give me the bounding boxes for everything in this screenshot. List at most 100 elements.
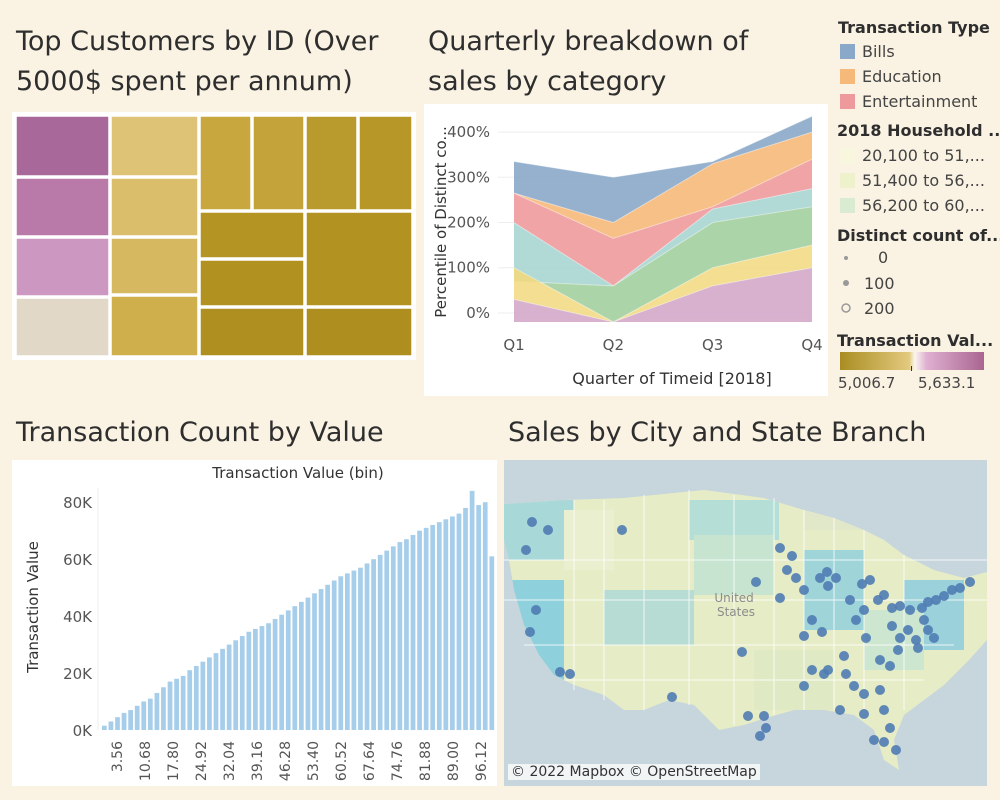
- map-branch-marker[interactable]: [807, 665, 817, 675]
- map-branch-marker[interactable]: [859, 605, 869, 615]
- treemap-cell[interactable]: [305, 115, 358, 211]
- treemap-cell[interactable]: [110, 295, 199, 357]
- bar[interactable]: [147, 698, 153, 730]
- map-branch-marker[interactable]: [841, 669, 851, 679]
- map-branch-marker[interactable]: [875, 655, 885, 665]
- map-branch-marker[interactable]: [831, 573, 841, 583]
- map-branch-marker[interactable]: [775, 543, 785, 553]
- map-branch-marker[interactable]: [751, 577, 761, 587]
- bar[interactable]: [377, 554, 383, 730]
- bar[interactable]: [390, 546, 396, 730]
- treemap-cell[interactable]: [199, 115, 252, 211]
- map-branch-marker[interactable]: [955, 583, 965, 593]
- legend-item-household-1[interactable]: 20,100 to 51,...: [862, 146, 985, 165]
- treemap-cell[interactable]: [110, 237, 199, 295]
- map-branch-marker[interactable]: [895, 633, 905, 643]
- map-branch-marker[interactable]: [835, 705, 845, 715]
- bar[interactable]: [180, 675, 186, 730]
- bar[interactable]: [226, 644, 232, 730]
- map-branch-marker[interactable]: [849, 681, 859, 691]
- bar[interactable]: [325, 584, 330, 730]
- map-branch-marker[interactable]: [929, 633, 939, 643]
- bar[interactable]: [476, 505, 482, 730]
- map-branch-marker[interactable]: [775, 593, 785, 603]
- map-branch-marker[interactable]: [667, 692, 677, 702]
- treemap-cell[interactable]: [199, 307, 305, 357]
- area-series-layer[interactable]: [514, 267, 812, 322]
- bar[interactable]: [371, 559, 376, 730]
- map-branch-marker[interactable]: [879, 590, 889, 600]
- treemap-cell[interactable]: [252, 115, 305, 211]
- map-branch-marker[interactable]: [923, 597, 933, 607]
- map-branch-markers[interactable]: [521, 517, 975, 755]
- map-branch-marker[interactable]: [965, 577, 975, 587]
- map-branch-marker[interactable]: [555, 667, 565, 677]
- map-branch-marker[interactable]: [869, 735, 879, 745]
- bar[interactable]: [253, 628, 258, 730]
- treemap-cell[interactable]: [305, 307, 413, 357]
- bar[interactable]: [384, 550, 390, 730]
- bar[interactable]: [450, 516, 455, 730]
- bar-chart[interactable]: Transaction Value (bin) Transaction Valu…: [12, 460, 497, 786]
- map-branch-marker[interactable]: [919, 615, 929, 625]
- map-branch-marker[interactable]: [911, 635, 921, 645]
- bar[interactable]: [246, 631, 252, 730]
- map-branch-marker[interactable]: [791, 573, 801, 583]
- legend-item-entertainment[interactable]: Entertainment: [862, 92, 978, 108]
- area-series-layer[interactable]: [514, 159, 812, 286]
- bar[interactable]: [331, 580, 337, 730]
- treemap-cell[interactable]: [15, 115, 110, 177]
- map-branch-marker[interactable]: [817, 627, 827, 637]
- bar[interactable]: [121, 712, 127, 730]
- map-branch-marker[interactable]: [879, 737, 889, 747]
- treemap-cell[interactable]: [358, 115, 413, 211]
- map-branch-marker[interactable]: [905, 605, 915, 615]
- bar[interactable]: [167, 681, 173, 730]
- area-series-layer[interactable]: [514, 206, 812, 322]
- bar[interactable]: [364, 563, 370, 730]
- bar[interactable]: [200, 661, 206, 730]
- bar[interactable]: [193, 665, 199, 730]
- map-credit[interactable]: © 2022 Mapbox © OpenStreetMap: [508, 764, 760, 780]
- map-branch-marker[interactable]: [845, 595, 855, 605]
- bar[interactable]: [299, 601, 304, 730]
- legend-item-household-3[interactable]: 56,200 to 60,...: [862, 196, 985, 215]
- map-branch-marker[interactable]: [857, 579, 867, 589]
- map-branch-marker[interactable]: [822, 567, 832, 577]
- map-branch-marker[interactable]: [887, 603, 897, 613]
- bar[interactable]: [351, 570, 357, 730]
- map-branch-marker[interactable]: [525, 627, 535, 637]
- bar[interactable]: [469, 490, 475, 730]
- bar[interactable]: [344, 573, 350, 730]
- map-branch-marker[interactable]: [913, 643, 923, 653]
- treemap-cell[interactable]: [110, 115, 199, 177]
- map-branch-marker[interactable]: [543, 525, 553, 535]
- treemap-cell[interactable]: [15, 177, 110, 237]
- bar[interactable]: [108, 721, 114, 730]
- map-branch-marker[interactable]: [885, 723, 895, 733]
- bar[interactable]: [292, 606, 298, 730]
- treemap-cell[interactable]: [305, 211, 413, 307]
- bar[interactable]: [358, 567, 363, 730]
- bar[interactable]: [115, 717, 120, 730]
- map-branch-marker[interactable]: [839, 651, 849, 661]
- bar[interactable]: [417, 530, 422, 730]
- map-branch-marker[interactable]: [893, 645, 903, 655]
- bar[interactable]: [233, 640, 239, 730]
- map-branch-marker[interactable]: [887, 621, 897, 631]
- map-branch-marker[interactable]: [947, 585, 957, 595]
- bar[interactable]: [456, 513, 462, 730]
- map-branch-marker[interactable]: [761, 723, 771, 733]
- map-branch-marker[interactable]: [879, 705, 889, 715]
- treemap-cell[interactable]: [199, 259, 305, 307]
- map-branch-marker[interactable]: [923, 625, 933, 635]
- map-branch-marker[interactable]: [799, 631, 809, 641]
- treemap-cell[interactable]: [15, 297, 110, 357]
- bar[interactable]: [266, 623, 271, 730]
- treemap-chart[interactable]: [12, 112, 416, 360]
- bar[interactable]: [489, 556, 495, 730]
- map-branch-marker[interactable]: [891, 745, 901, 755]
- bar[interactable]: [285, 610, 291, 730]
- bar[interactable]: [279, 614, 285, 730]
- map-branch-marker[interactable]: [799, 585, 809, 595]
